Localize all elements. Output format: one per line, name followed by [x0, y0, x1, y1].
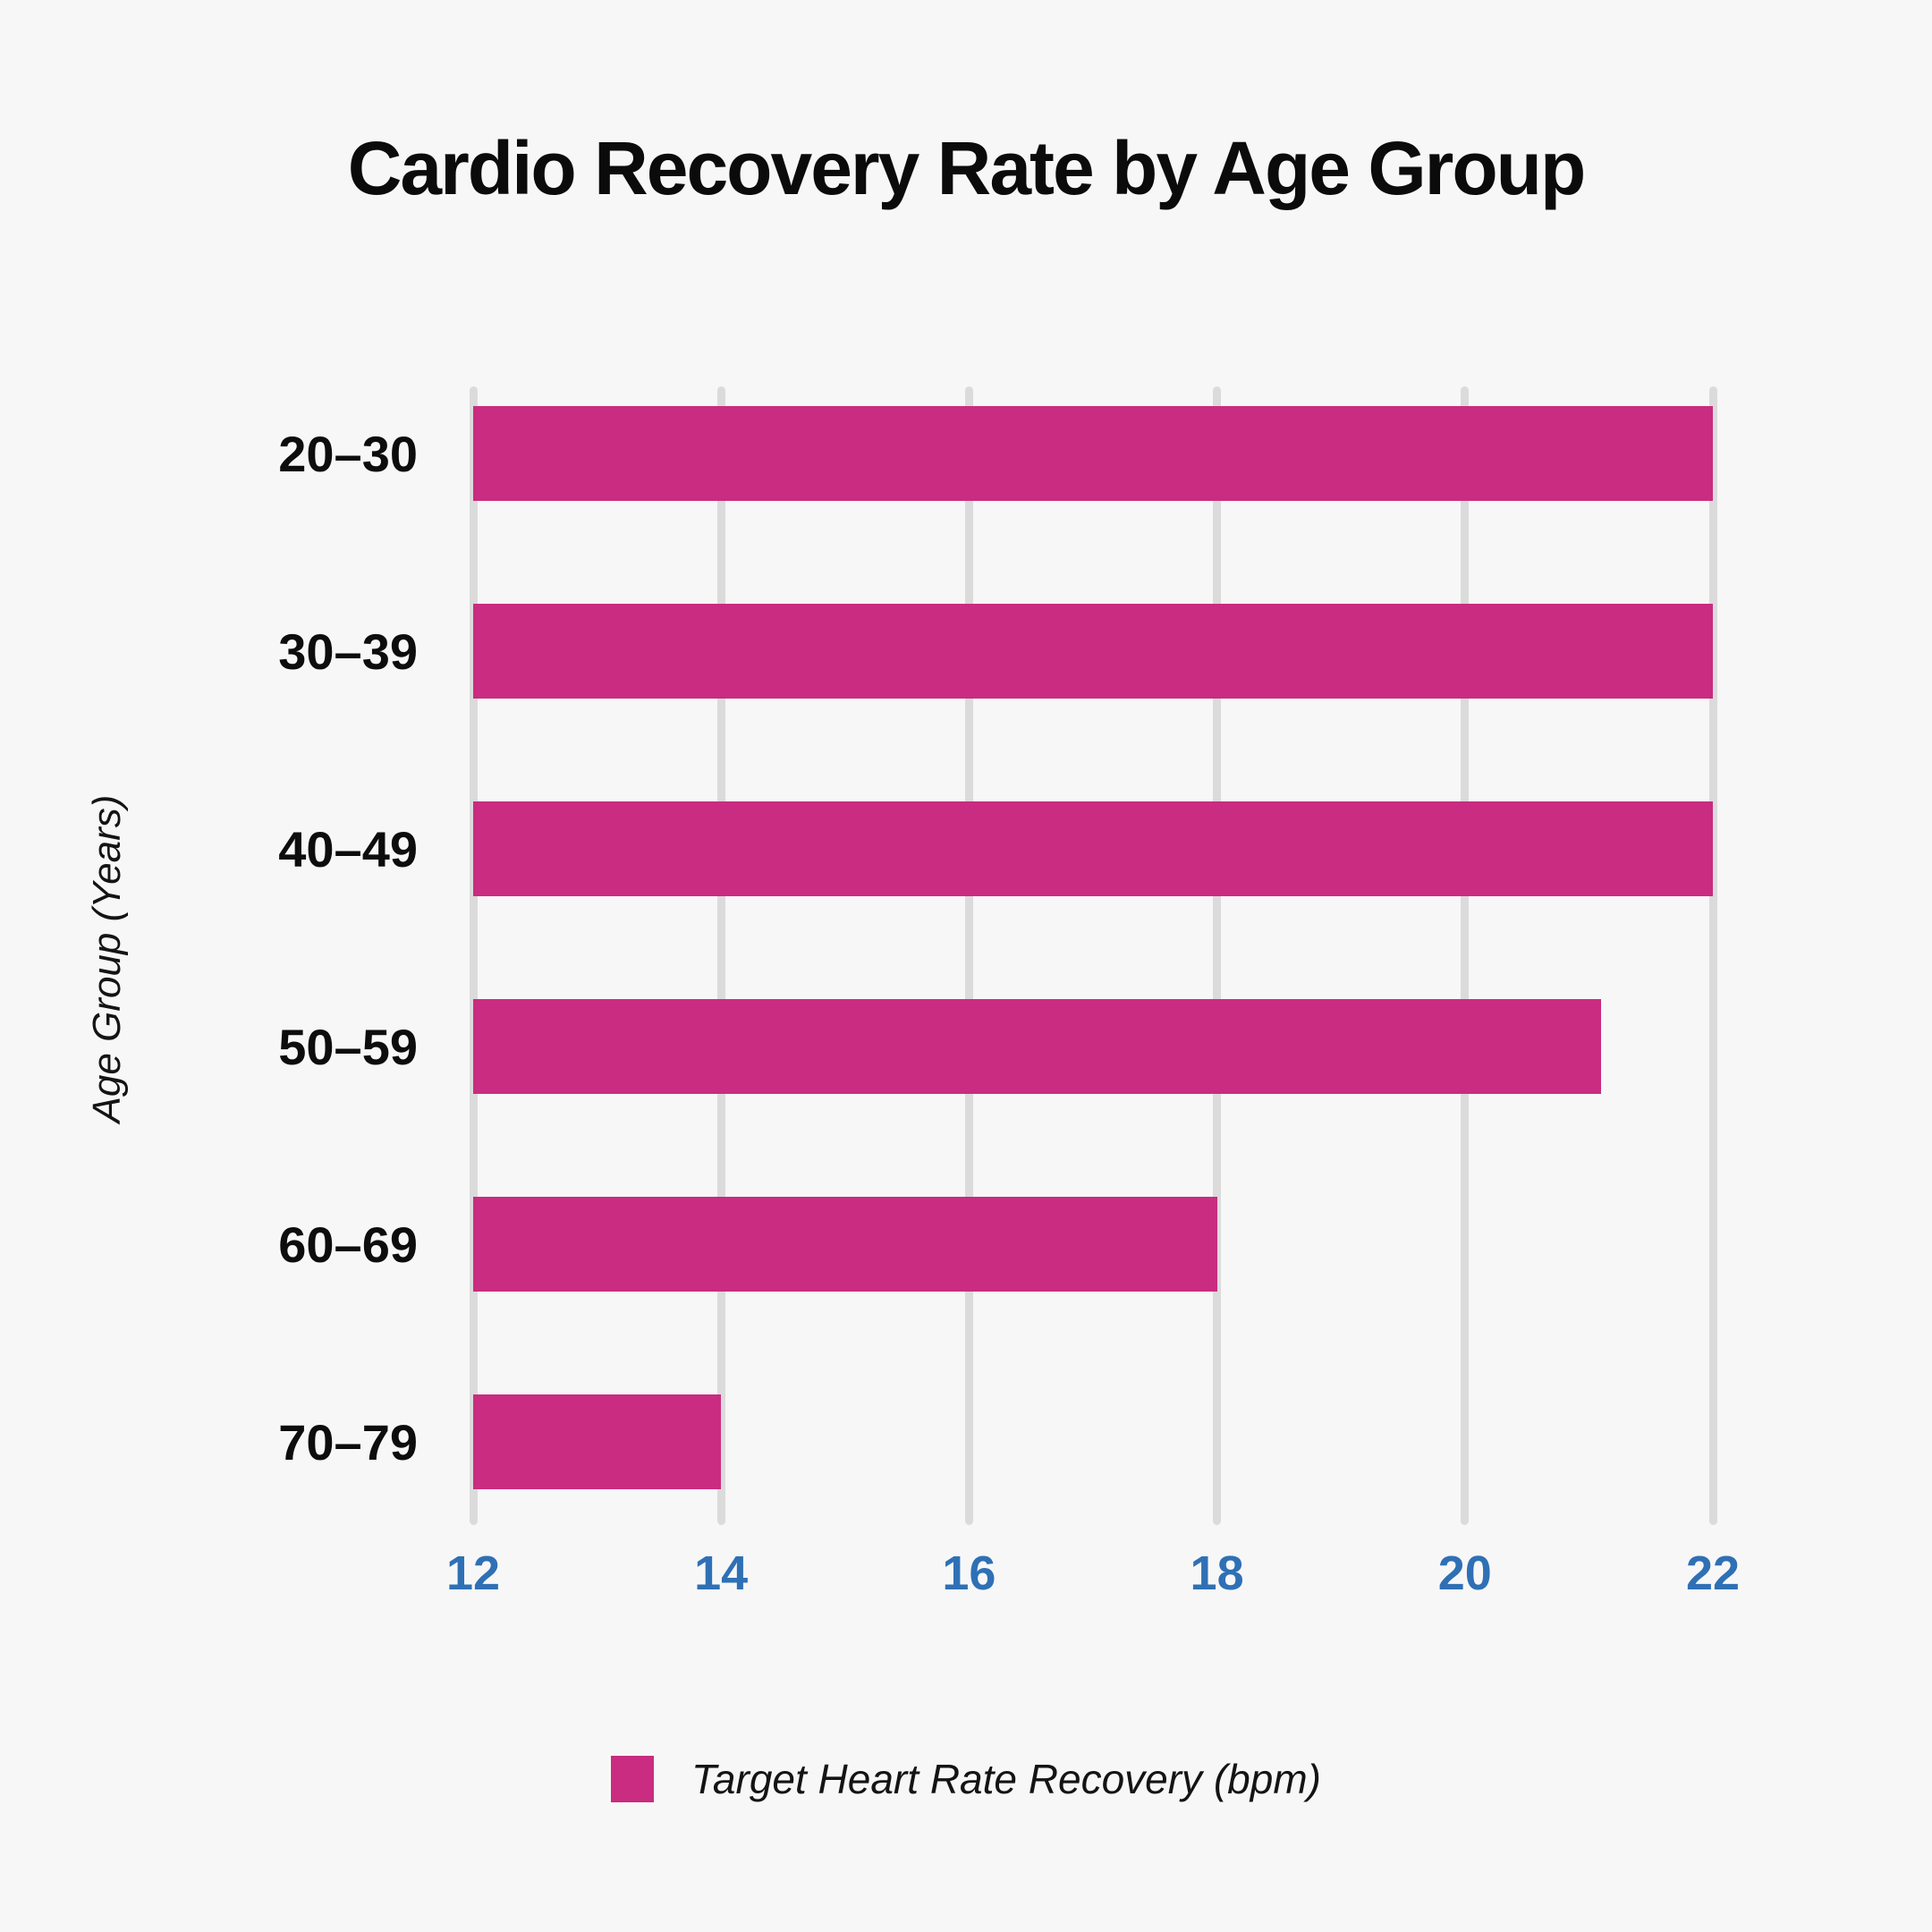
- bar-row-3: [473, 999, 1602, 1094]
- legend-swatch-icon: [611, 1756, 655, 1802]
- y-axis-label: 40–49: [278, 820, 418, 877]
- bar-row-4: [473, 1197, 1217, 1292]
- x-tick-label: 16: [942, 1546, 996, 1600]
- gridline: [1213, 386, 1222, 1525]
- gridline: [716, 386, 725, 1525]
- gridline: [469, 386, 478, 1525]
- chart-title: Cardio Recovery Rate by Age Group: [347, 126, 1587, 210]
- bar-row-1: [473, 604, 1713, 699]
- x-tick-label: 18: [1190, 1546, 1244, 1600]
- bar-row-0: [473, 406, 1713, 501]
- x-tick-label: 22: [1685, 1546, 1741, 1600]
- gridline: [1461, 386, 1470, 1525]
- y-axis-label: 60–69: [278, 1216, 418, 1273]
- bar-row-2: [473, 801, 1713, 896]
- x-tick-label: 20: [1437, 1546, 1492, 1600]
- y-axis-label: 20–30: [278, 425, 418, 482]
- bar-row-5: [473, 1394, 722, 1489]
- y-axis-label: 30–39: [278, 623, 418, 680]
- legend: Target Heart Rate Recovery (bpm): [0, 1755, 1932, 1803]
- x-tick-label: 12: [445, 1546, 501, 1600]
- legend-label: Target Heart Rate Recovery (bpm): [691, 1756, 1321, 1802]
- y-axis-label: 50–59: [278, 1018, 418, 1075]
- gridline: [964, 386, 973, 1525]
- gridline: [1708, 386, 1717, 1525]
- y-axis-label: 70–79: [278, 1413, 418, 1470]
- x-tick-label: 14: [694, 1546, 749, 1600]
